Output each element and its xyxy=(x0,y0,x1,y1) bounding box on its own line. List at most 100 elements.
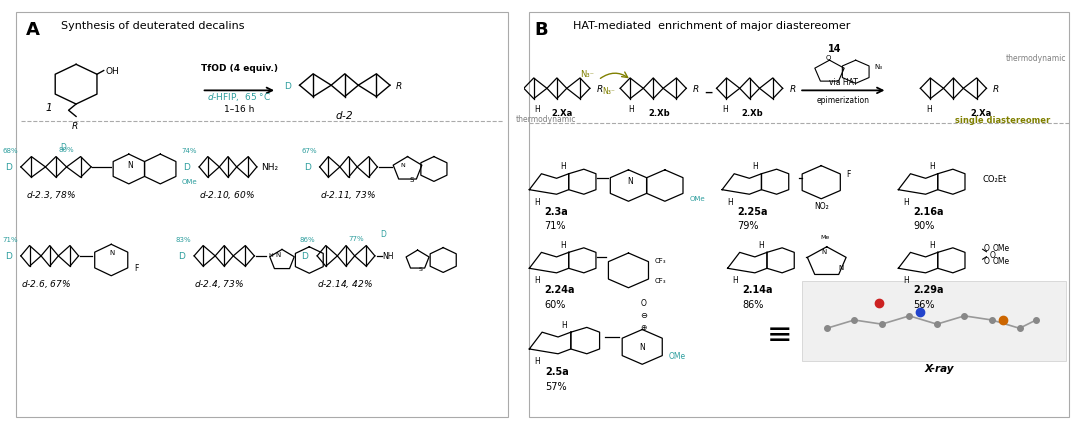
Text: X-ray: X-ray xyxy=(924,364,955,374)
Text: N: N xyxy=(275,252,281,258)
Text: D: D xyxy=(301,252,308,261)
Text: 86%: 86% xyxy=(299,237,314,243)
Text: N: N xyxy=(127,161,134,169)
Text: $d$-2.6, 67%: $d$-2.6, 67% xyxy=(21,277,71,289)
Text: Synthesis of deuterated decalins: Synthesis of deuterated decalins xyxy=(60,21,244,31)
Text: N: N xyxy=(627,177,634,186)
Text: H: H xyxy=(534,276,540,285)
Text: H: H xyxy=(903,276,908,285)
Text: $d$-2.14, 42%: $d$-2.14, 42% xyxy=(318,277,373,289)
Text: O: O xyxy=(989,250,996,259)
Text: 71%: 71% xyxy=(3,237,18,243)
Text: H: H xyxy=(926,104,932,114)
Text: N: N xyxy=(639,343,645,352)
Text: $d$-HFIP,  65 °C: $d$-HFIP, 65 °C xyxy=(207,91,271,103)
Text: 74%: 74% xyxy=(181,148,197,154)
Text: D: D xyxy=(5,252,12,261)
Text: S: S xyxy=(419,267,422,272)
Text: CF₃: CF₃ xyxy=(654,278,665,284)
Text: 2.Xb: 2.Xb xyxy=(742,108,764,117)
Text: 2.14a: 2.14a xyxy=(743,285,773,295)
Text: 77%: 77% xyxy=(349,236,364,242)
Text: $d$-2.4, 73%: $d$-2.4, 73% xyxy=(194,277,244,289)
Text: H: H xyxy=(559,162,566,171)
Text: R: R xyxy=(994,85,999,94)
Text: 2.16a: 2.16a xyxy=(914,206,944,216)
Text: 67%: 67% xyxy=(301,148,318,154)
Text: H: H xyxy=(753,162,758,171)
Text: F: F xyxy=(134,264,138,273)
Text: OMe: OMe xyxy=(669,351,686,360)
Text: 83%: 83% xyxy=(176,237,191,243)
Text: O: O xyxy=(984,243,989,252)
Text: 79%: 79% xyxy=(738,221,759,231)
Text: H: H xyxy=(629,104,634,114)
Text: OMe: OMe xyxy=(690,195,705,201)
Text: H: H xyxy=(903,197,908,206)
Text: D: D xyxy=(380,230,386,239)
Text: $d$-2.11, 73%: $d$-2.11, 73% xyxy=(320,188,376,200)
Text: ⊖: ⊖ xyxy=(639,310,647,319)
Text: D: D xyxy=(60,143,67,152)
Text: thermodynamic: thermodynamic xyxy=(1005,54,1066,63)
Text: thermodynamic: thermodynamic xyxy=(515,115,576,124)
Text: 57%: 57% xyxy=(545,381,567,391)
Text: N: N xyxy=(109,249,114,255)
Text: H: H xyxy=(559,240,566,249)
Text: 71%: 71% xyxy=(544,221,566,231)
Text: R: R xyxy=(789,85,796,94)
Text: 2.Xb: 2.Xb xyxy=(648,108,670,117)
Text: 14: 14 xyxy=(828,44,841,54)
Text: R: R xyxy=(693,85,699,94)
Text: via HAT: via HAT xyxy=(828,78,858,87)
Text: N₃: N₃ xyxy=(875,64,882,70)
Text: H: H xyxy=(929,240,934,249)
FancyBboxPatch shape xyxy=(529,13,1069,417)
Text: $d$-2.10, 60%: $d$-2.10, 60% xyxy=(199,188,255,200)
Text: 86%: 86% xyxy=(743,299,765,309)
Text: NH₂: NH₂ xyxy=(261,163,278,172)
Text: O: O xyxy=(640,298,646,307)
FancyBboxPatch shape xyxy=(802,281,1066,362)
Text: H: H xyxy=(269,253,273,258)
Text: ⊕: ⊕ xyxy=(640,322,647,332)
Text: 2.24a: 2.24a xyxy=(544,285,575,295)
Text: 60%: 60% xyxy=(544,299,566,309)
Text: D: D xyxy=(284,82,291,90)
Text: D: D xyxy=(184,163,190,172)
Text: 2.3a: 2.3a xyxy=(544,206,568,216)
Text: H: H xyxy=(732,276,738,285)
Text: N: N xyxy=(401,162,405,167)
Text: ≡: ≡ xyxy=(767,320,793,349)
Text: CO₂Et: CO₂Et xyxy=(983,174,1007,183)
Text: D: D xyxy=(178,252,185,261)
Text: S: S xyxy=(410,176,415,182)
Text: 68%: 68% xyxy=(3,148,18,154)
Text: OMe: OMe xyxy=(994,243,1010,252)
Text: 2.5a: 2.5a xyxy=(545,366,569,376)
Text: R: R xyxy=(596,85,603,94)
Text: N: N xyxy=(838,264,843,270)
Text: O: O xyxy=(984,257,989,266)
Text: R: R xyxy=(72,122,78,131)
Text: $d$-2.3, 78%: $d$-2.3, 78% xyxy=(26,188,76,200)
Text: H: H xyxy=(721,104,728,114)
Text: Me: Me xyxy=(820,235,829,240)
Text: B: B xyxy=(535,21,549,39)
Text: 2.25a: 2.25a xyxy=(738,206,768,216)
Text: $d$-2: $d$-2 xyxy=(335,108,353,120)
Text: H: H xyxy=(727,197,732,206)
Text: OMe: OMe xyxy=(181,178,198,184)
Text: H: H xyxy=(534,197,540,206)
Text: TfOD (4 equiv.): TfOD (4 equiv.) xyxy=(201,64,278,73)
Text: 56%: 56% xyxy=(914,299,935,309)
Text: D: D xyxy=(5,163,12,172)
Text: 2.Xa: 2.Xa xyxy=(970,108,991,117)
Text: H: H xyxy=(535,356,540,366)
Text: A: A xyxy=(26,21,40,39)
Text: H: H xyxy=(758,240,764,249)
Text: 2.29a: 2.29a xyxy=(914,285,944,295)
Text: epimerization: epimerization xyxy=(816,95,869,104)
Text: CF₃: CF₃ xyxy=(654,258,665,264)
Text: N: N xyxy=(821,248,826,254)
